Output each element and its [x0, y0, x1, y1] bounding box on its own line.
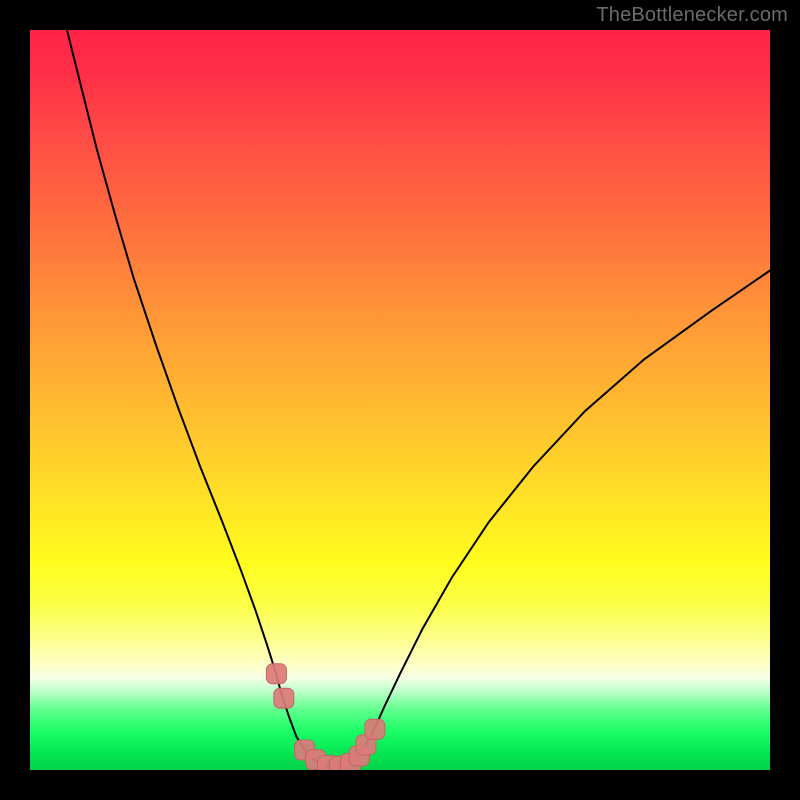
curve-marker	[365, 719, 385, 739]
plot-area	[30, 30, 770, 770]
watermark-text: TheBottlenecker.com	[596, 4, 788, 27]
outer-frame: TheBottlenecker.com	[0, 0, 800, 800]
gradient-background	[30, 30, 770, 770]
curve-marker	[274, 688, 294, 708]
curve-marker	[266, 664, 286, 684]
bottleneck-chart	[30, 30, 770, 770]
